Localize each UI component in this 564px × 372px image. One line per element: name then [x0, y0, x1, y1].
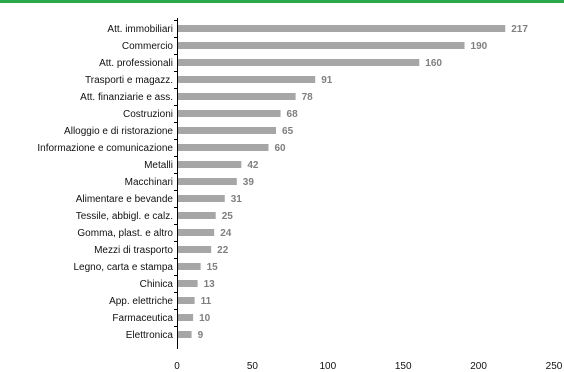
bar-value-label: 25	[222, 211, 234, 222]
bar	[178, 331, 192, 338]
bar	[178, 297, 195, 304]
bar	[178, 127, 277, 134]
bar	[178, 93, 296, 100]
bar	[178, 178, 237, 185]
bar	[178, 59, 420, 66]
bar-value-label: 78	[302, 92, 314, 103]
category-label: Alloggio e di ristorazione	[64, 126, 173, 137]
bar-value-label: 39	[243, 177, 255, 188]
category-label: Macchinari	[125, 177, 173, 188]
category-label: Elettronica	[126, 330, 174, 341]
category-label: Mezzi di trasporto	[94, 245, 173, 256]
x-tick-label: 200	[470, 361, 487, 372]
bar	[178, 76, 316, 83]
x-tick-label: 50	[247, 361, 259, 372]
category-label: Gomma, plast. e altro	[77, 228, 173, 239]
category-label: Farmaceutica	[112, 313, 173, 324]
bar	[178, 263, 201, 270]
bar	[178, 212, 216, 219]
bar-value-label: 22	[217, 245, 229, 256]
category-label: Alimentare e bevande	[76, 194, 174, 205]
category-label: Legno, carta e stampa	[73, 262, 173, 273]
category-label: App. elettriche	[109, 296, 173, 307]
category-label: Att. finanziarie e ass.	[80, 92, 173, 103]
bar-value-label: 15	[207, 262, 219, 273]
top-accent-rule	[0, 0, 564, 3]
category-label: Chinica	[140, 279, 174, 290]
bar-value-label: 9	[198, 330, 204, 341]
category-label: Tessile, abbigl. e calz.	[76, 211, 173, 222]
bar	[178, 144, 269, 151]
category-label: Metalli	[144, 160, 173, 171]
bar-value-label: 68	[287, 109, 299, 120]
bar-value-label: 60	[274, 143, 286, 154]
bar	[178, 246, 212, 253]
bar-value-label: 42	[247, 160, 259, 171]
x-tick-label: 250	[546, 361, 563, 372]
x-tick-label: 150	[395, 361, 412, 372]
bar-value-label: 31	[231, 194, 243, 205]
category-label: Trasporti e magazz.	[85, 75, 173, 86]
bar-value-label: 13	[204, 279, 216, 290]
bar-value-label: 24	[220, 228, 232, 239]
category-label: Att. immobiliari	[107, 24, 173, 35]
category-label: Att. professionali	[99, 58, 173, 69]
bar-value-label: 160	[425, 58, 442, 69]
bar-value-label: 11	[201, 296, 212, 307]
x-tick-label: 100	[319, 361, 336, 372]
bar-value-label: 10	[199, 313, 211, 324]
bar-value-label: 65	[282, 126, 294, 137]
bar-value-label: 217	[511, 24, 528, 35]
bar	[178, 110, 281, 117]
category-label: Informazione e comunicazione	[37, 143, 173, 154]
bar	[178, 42, 465, 49]
bar	[178, 280, 198, 287]
category-label: Commercio	[122, 41, 174, 52]
bar	[178, 229, 215, 236]
bar	[178, 314, 194, 321]
x-tick-label: 0	[174, 361, 180, 372]
bar-value-label: 190	[471, 41, 488, 52]
bar	[178, 25, 506, 32]
bar-value-label: 91	[321, 75, 333, 86]
category-label: Costruzioni	[123, 109, 173, 120]
bar	[178, 195, 225, 202]
bar	[178, 161, 242, 168]
